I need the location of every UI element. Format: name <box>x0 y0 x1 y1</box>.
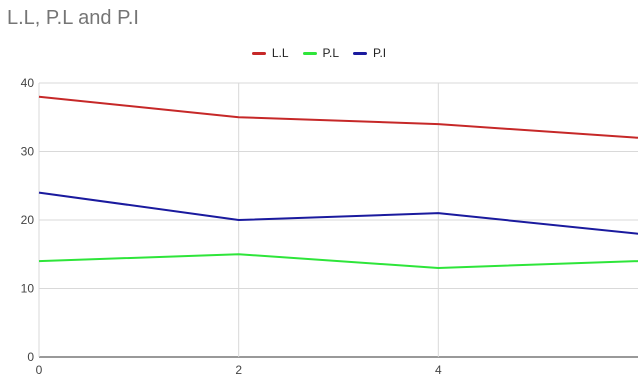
series-line-p-i <box>38 191 638 235</box>
legend-item-ll[interactable]: L.L <box>251 46 289 60</box>
x-tick-label-4: 4 <box>435 363 442 377</box>
legend-label-pi: P.I <box>373 46 387 60</box>
y-tick-label-10: 10 <box>21 282 35 296</box>
chart-title: L.L, P.L and P.I <box>7 7 139 29</box>
y-tick-label-40: 40 <box>21 76 35 90</box>
legend: L.L P.L P.I <box>0 44 638 62</box>
legend-label-ll: L.L <box>271 46 289 60</box>
y-tick-label-0: 0 <box>27 350 34 364</box>
x-tick-label-0: 0 <box>36 363 43 377</box>
series-line-p-l <box>38 253 638 269</box>
legend-swatch-pi <box>353 51 368 55</box>
legend-swatch-ll <box>251 51 266 55</box>
x-tick-label-2: 2 <box>235 363 242 377</box>
legend-item-pi[interactable]: P.I <box>353 46 386 60</box>
legend-swatch-pl <box>302 51 317 55</box>
series-line-l-l <box>38 95 638 139</box>
y-tick-label-30: 30 <box>21 145 35 159</box>
legend-label-pl: P.L <box>322 46 340 60</box>
y-tick-label-20: 20 <box>21 213 35 227</box>
legend-item-pl[interactable]: P.L <box>302 46 340 60</box>
